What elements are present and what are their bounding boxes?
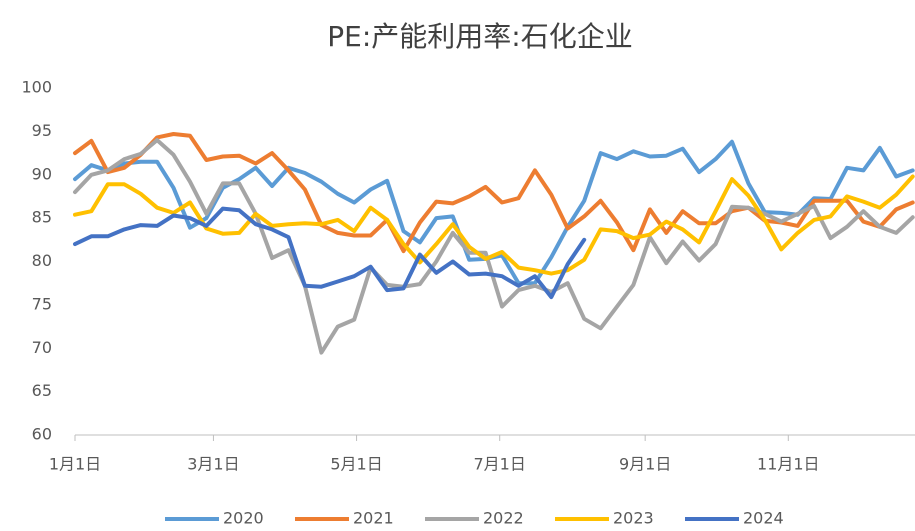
x-tick-label: 5月1日 xyxy=(330,455,382,474)
legend-label: 2021 xyxy=(353,509,394,528)
y-tick-label: 100 xyxy=(21,78,52,97)
y-tick-label: 60 xyxy=(32,425,52,444)
y-tick-label: 85 xyxy=(32,208,52,227)
legend-label: 2022 xyxy=(483,509,524,528)
y-tick-label: 90 xyxy=(32,164,52,183)
legend-label: 2024 xyxy=(743,509,784,528)
series-line xyxy=(73,174,915,276)
chart-title: PE:产能利用率:石化企业 xyxy=(327,20,632,53)
legend-label: 2023 xyxy=(613,509,654,528)
legend-label: 2020 xyxy=(223,509,264,528)
y-tick-label: 65 xyxy=(32,381,52,400)
y-tick-label: 80 xyxy=(32,251,52,270)
x-tick-label: 7月1日 xyxy=(474,455,526,474)
series-line xyxy=(73,206,587,300)
y-tick-label: 70 xyxy=(32,338,52,357)
x-tick-label: 9月1日 xyxy=(619,455,671,474)
series-line xyxy=(73,132,915,254)
x-tick-label: 3月1日 xyxy=(187,455,239,474)
y-tick-label: 95 xyxy=(32,121,52,140)
series-line xyxy=(73,138,915,355)
plot-area xyxy=(73,132,915,355)
series-line xyxy=(73,139,915,286)
x-tick-label: 11月1日 xyxy=(757,455,820,474)
y-tick-label: 75 xyxy=(32,294,52,313)
x-tick-label: 1月1日 xyxy=(49,455,101,474)
